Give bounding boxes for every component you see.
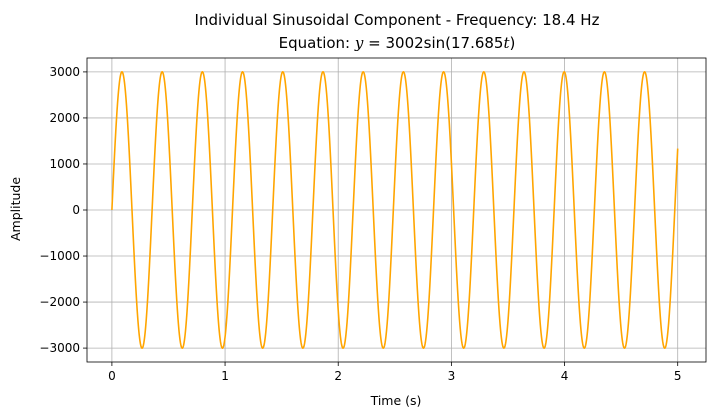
title-equation-var-t: t bbox=[503, 34, 510, 52]
title-equation-suffix: ) bbox=[510, 34, 516, 52]
y-axis-label: Amplitude bbox=[8, 177, 23, 241]
x-tick-label: 4 bbox=[561, 369, 569, 383]
x-tick-label: 2 bbox=[334, 369, 342, 383]
sinusoid-series-line bbox=[111, 71, 679, 349]
chart-title-line2: Equation: y = 3002sin(17.685t) bbox=[279, 34, 516, 52]
y-tick-label: 3000 bbox=[49, 65, 80, 79]
title-equation-mid: = 3002sin(17.685 bbox=[363, 34, 503, 52]
y-tick-label: −3000 bbox=[39, 341, 80, 355]
title-equation-prefix: Equation: bbox=[279, 34, 355, 52]
x-tick-label: 3 bbox=[448, 369, 456, 383]
title-equation-var-y: y bbox=[354, 34, 364, 52]
y-tick-label: 0 bbox=[72, 203, 80, 217]
y-axis-ticks: −3000 −2000 −1000 0 1000 2000 3000 bbox=[39, 65, 87, 355]
x-tick-label: 1 bbox=[221, 369, 229, 383]
x-tick-label: 0 bbox=[108, 369, 116, 383]
y-tick-label: 1000 bbox=[49, 157, 80, 171]
y-tick-label: −1000 bbox=[39, 249, 80, 263]
x-tick-label: 5 bbox=[674, 369, 682, 383]
x-axis-label: Time (s) bbox=[370, 393, 422, 408]
chart-title-line1: Individual Sinusoidal Component - Freque… bbox=[195, 11, 600, 29]
y-tick-label: −2000 bbox=[39, 295, 80, 309]
series-layer bbox=[111, 71, 679, 349]
y-tick-label: 2000 bbox=[49, 111, 80, 125]
x-axis-ticks: 0 1 2 3 4 5 bbox=[108, 362, 682, 383]
